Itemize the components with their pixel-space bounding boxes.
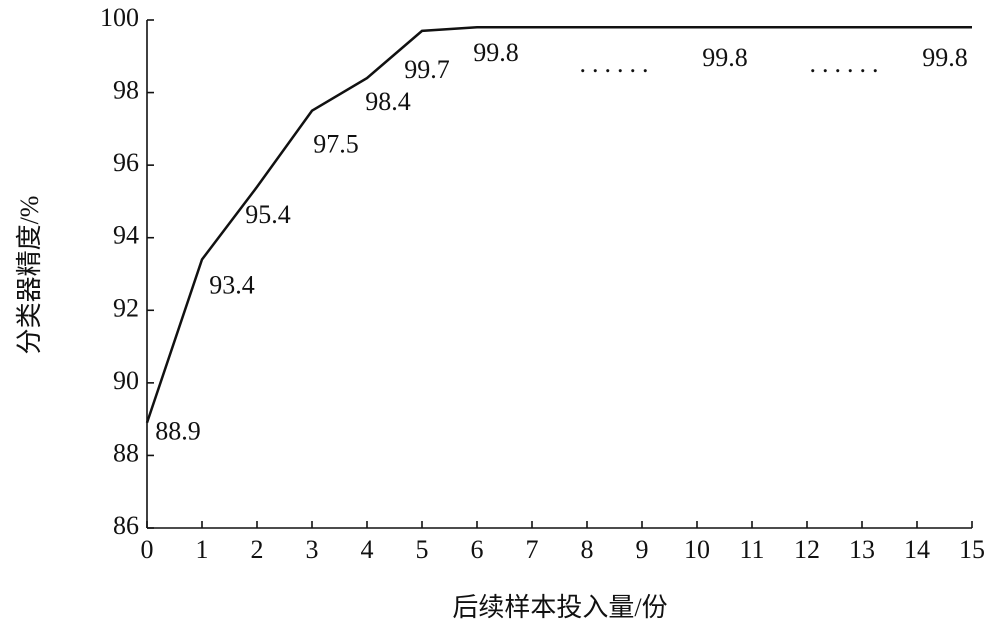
data-label: 99.8 (702, 43, 748, 72)
y-tick-label: 96 (113, 148, 139, 177)
annotation: ...... (810, 49, 885, 78)
y-tick-label: 100 (100, 3, 139, 32)
x-tick-label: 10 (684, 535, 710, 564)
x-tick-label: 0 (141, 535, 154, 564)
y-axis-label: 分类器精度/% (15, 196, 44, 355)
x-axis-label: 后续样本投入量/份 (452, 593, 667, 622)
x-tick-label: 3 (306, 535, 319, 564)
x-tick-label: 5 (416, 535, 429, 564)
x-tick-label: 1 (196, 535, 209, 564)
x-tick-label: 9 (636, 535, 649, 564)
y-tick-label: 98 (113, 76, 139, 105)
x-tick-label: 2 (251, 535, 264, 564)
data-label: 98.4 (365, 87, 411, 116)
y-tick-label: 90 (113, 366, 139, 395)
x-tick-label: 8 (581, 535, 594, 564)
y-tick-label: 88 (113, 438, 139, 467)
x-tick-label: 7 (526, 535, 539, 564)
x-tick-label: 6 (471, 535, 484, 564)
data-label: 97.5 (313, 130, 359, 159)
y-tick-label: 92 (113, 293, 139, 322)
x-tick-label: 13 (849, 535, 875, 564)
data-label: 95.4 (245, 200, 291, 229)
x-tick-label: 15 (959, 535, 985, 564)
data-label: 99.7 (404, 55, 450, 84)
x-tick-label: 11 (739, 535, 764, 564)
data-label: 99.8 (473, 38, 519, 67)
annotation: ...... (580, 49, 655, 78)
y-tick-label: 86 (113, 511, 139, 540)
data-line (145, 26, 972, 424)
data-label: 99.8 (922, 43, 968, 72)
data-label: 93.4 (209, 270, 255, 299)
x-tick-label: 4 (361, 535, 374, 564)
data-label: 88.9 (155, 417, 201, 446)
y-tick-label: 94 (113, 221, 139, 250)
x-tick-label: 14 (904, 535, 930, 564)
x-tick-label: 12 (794, 535, 820, 564)
